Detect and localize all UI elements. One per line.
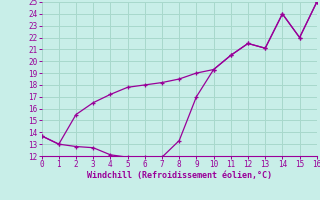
X-axis label: Windchill (Refroidissement éolien,°C): Windchill (Refroidissement éolien,°C) bbox=[87, 171, 272, 180]
